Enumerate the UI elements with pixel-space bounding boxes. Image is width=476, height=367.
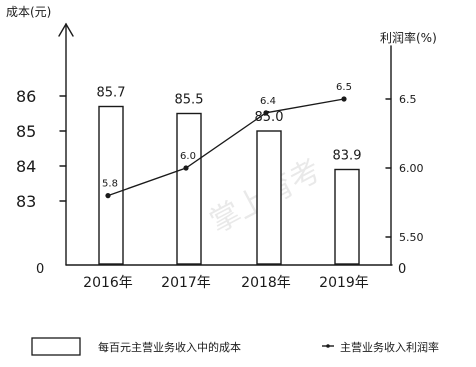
bar-2018年 (256, 130, 282, 265)
left-tick-label: 86 (16, 87, 36, 106)
profit-rate-point-2018年 (263, 110, 269, 116)
bar-value-label: 85.5 (175, 93, 204, 108)
left-zero-label: 0 (36, 262, 44, 277)
bar-value-label: 85.0 (255, 110, 284, 125)
bar-2017年 (176, 112, 202, 265)
left-tick-label: 84 (16, 157, 36, 176)
right-zero-label: 0 (398, 262, 406, 277)
x-tick-label: 2019年 (319, 275, 369, 291)
right-tick-label: 6.5 (399, 93, 417, 106)
bar-value-label: 83.9 (333, 149, 362, 164)
legend-line-marker (326, 344, 330, 348)
legend-bar-label: 每百元主营业务收入中的成本 (98, 340, 241, 354)
profit-rate-label: 6.5 (336, 82, 352, 93)
left-tick-label: 85 (16, 122, 36, 141)
left-tick-label: 83 (16, 192, 36, 211)
left-axis-title: 成本(元) (6, 5, 51, 19)
x-tick-label: 2018年 (241, 275, 291, 291)
right-tick-label: 5.50 (399, 231, 424, 244)
profit-rate-label: 6.4 (260, 96, 276, 107)
legend-line-label: 主营业务收入利润率 (340, 340, 439, 354)
profit-rate-line (107, 98, 345, 197)
legend-bar-swatch (31, 337, 81, 356)
profit-rate-label: 6.0 (180, 151, 196, 162)
x-tick-label: 2016年 (83, 275, 133, 291)
profit-rate-point-2019年 (341, 96, 347, 102)
bar-2019年 (334, 168, 360, 265)
right-axis-title: 利润率(%) (380, 30, 437, 45)
bar-2016年 (98, 105, 124, 265)
profit-rate-point-2016年 (105, 193, 111, 199)
profit-rate-label: 5.8 (102, 179, 118, 190)
right-tick-label: 6.00 (399, 162, 424, 175)
bar-value-label: 85.7 (97, 86, 126, 101)
profit-rate-point-2017年 (183, 165, 189, 171)
x-tick-label: 2017年 (161, 275, 211, 291)
